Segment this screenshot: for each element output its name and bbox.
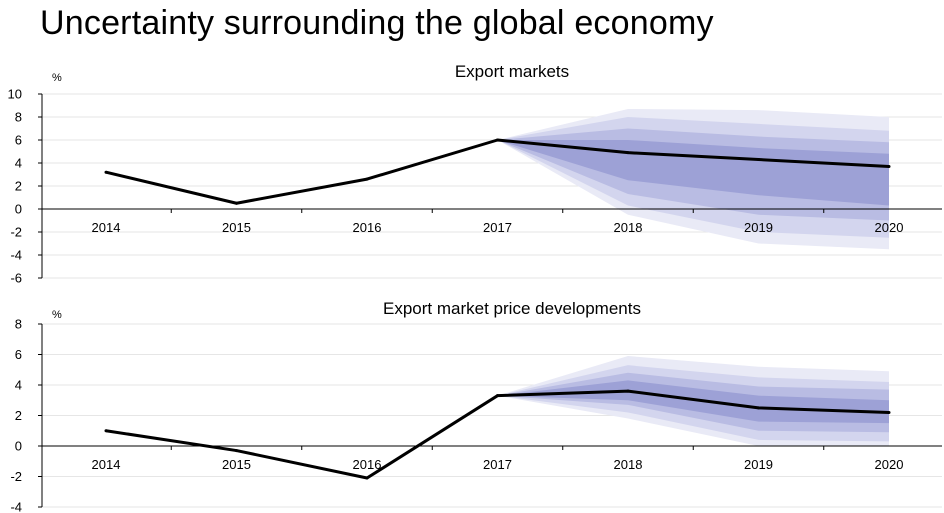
- x-tick-label: 2019: [744, 457, 773, 472]
- y-tick-label: 2: [15, 179, 22, 194]
- export-markets-chart: -6 -4 -2 0 2 4 6 8 10% Export markets 2014 2015 2016…: [8, 62, 942, 286]
- y-tick-label: 0: [15, 439, 22, 454]
- x-tick-label: 2019: [744, 220, 773, 235]
- x-tick-label: 2020: [875, 220, 904, 235]
- y-tick-label: 2: [15, 408, 22, 423]
- x-tick-label: 2016: [353, 457, 382, 472]
- y-tick-label: -4: [10, 248, 22, 263]
- y-tick-label: 4: [15, 378, 22, 393]
- x-tick-label: 2015: [222, 457, 251, 472]
- fan-band-4: [497, 140, 889, 206]
- data-point: [626, 151, 630, 155]
- y-unit-label: %: [52, 72, 62, 84]
- y-tick-label: 6: [15, 133, 22, 148]
- data-point: [496, 394, 499, 398]
- chart-title: Export market price developments: [383, 299, 641, 318]
- data-point: [365, 177, 369, 181]
- export-price-chart: -4 -2 0 2 4 6 8% Export market price developmen…: [10, 299, 942, 513]
- x-tick-label: 2017: [483, 220, 512, 235]
- x-tick-label: 2016: [353, 220, 382, 235]
- y-tick-label: 8: [15, 317, 22, 332]
- y-tick-label: -2: [10, 225, 22, 240]
- x-tick-label: 2018: [614, 220, 643, 235]
- y-tick-label: 10: [8, 87, 22, 102]
- data-point: [235, 449, 238, 453]
- y-tick-label: 6: [15, 347, 22, 362]
- y-tick-label: 8: [15, 110, 22, 125]
- x-tick-label: 2017: [483, 457, 512, 472]
- y-tick-label: 4: [15, 156, 22, 171]
- data-point: [757, 158, 760, 162]
- x-tick-label: 2018: [614, 457, 643, 472]
- data-point: [104, 429, 108, 433]
- x-tick-label: 2020: [875, 457, 904, 472]
- data-point: [365, 476, 369, 480]
- y-tick-label: -6: [10, 271, 22, 286]
- chart-title: Export markets: [455, 62, 569, 81]
- data-point: [104, 170, 108, 174]
- data-point: [626, 389, 630, 393]
- data-point: [757, 406, 760, 410]
- x-tick-label: 2014: [92, 457, 121, 472]
- x-tick-label: 2015: [222, 220, 251, 235]
- data-point: [235, 201, 238, 205]
- page-title: Uncertainty surrounding the global econo…: [40, 4, 714, 42]
- data-point: [887, 410, 891, 414]
- x-tick-label: 2014: [92, 220, 121, 235]
- y-tick-label: -2: [10, 469, 22, 484]
- data-point: [887, 164, 891, 168]
- y-tick-label: 0: [15, 202, 22, 217]
- y-unit-label: %: [52, 309, 62, 321]
- data-point: [496, 138, 499, 142]
- y-tick-label: -4: [10, 500, 22, 513]
